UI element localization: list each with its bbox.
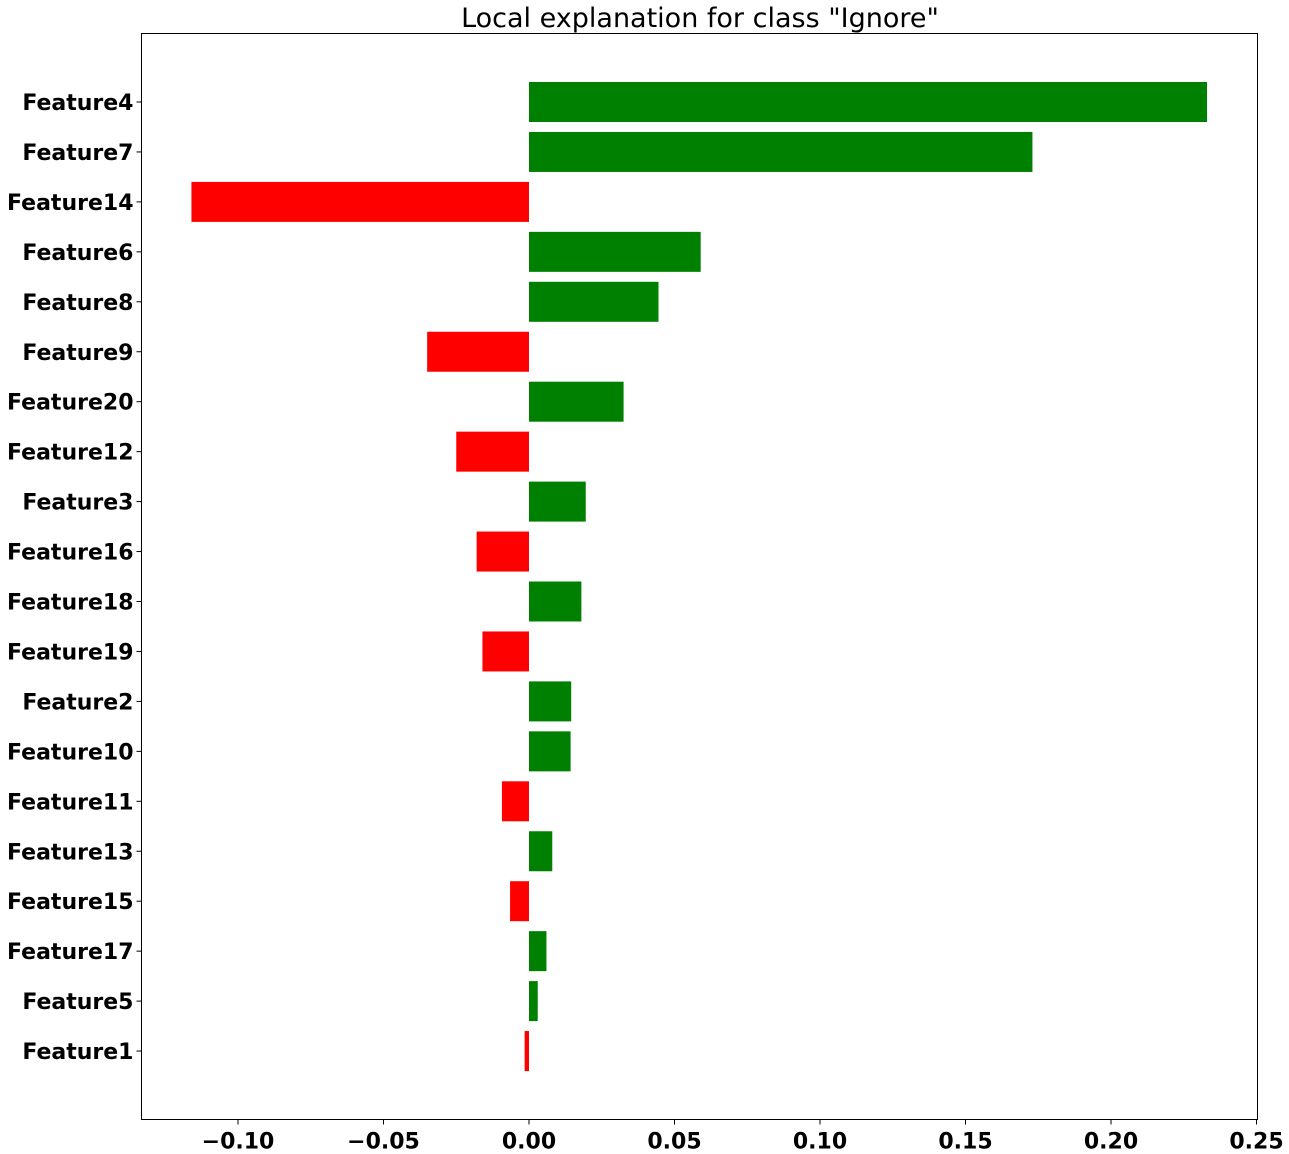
y-tick-label-feature14: Feature14 (7, 191, 133, 216)
y-tick-label-feature6: Feature6 (22, 241, 133, 266)
x-tick-label: 0.10 (793, 1130, 847, 1154)
y-tick-label-feature18: Feature18 (7, 591, 133, 616)
bar-feature18 (529, 581, 582, 622)
y-tick-label-feature11: Feature11 (7, 790, 133, 815)
bar-feature12 (456, 431, 529, 472)
y-tick-label-feature16: Feature16 (7, 541, 133, 566)
bar-feature19 (482, 631, 529, 672)
x-axis: −0.10 −0.05 0.00 0.05 0.10 0.15 0.20 0.25 (202, 1119, 1284, 1154)
y-tick-label-feature8: Feature8 (22, 291, 133, 316)
y-tick-label-feature12: Feature12 (7, 441, 133, 466)
bar-feature16 (476, 531, 529, 572)
bar-feature10 (529, 731, 571, 772)
y-tick-label-feature20: Feature20 (7, 391, 133, 416)
bar-feature5 (529, 981, 538, 1022)
bar-feature11 (501, 781, 529, 822)
y-tick-label-feature13: Feature13 (7, 840, 133, 865)
bar-feature9 (427, 331, 529, 372)
x-tick-label: 0.00 (502, 1130, 556, 1154)
y-tick-label-feature15: Feature15 (7, 890, 133, 915)
x-tick-label: 0.25 (1229, 1130, 1283, 1154)
bar-feature6 (529, 231, 701, 272)
y-tick-label-feature4: Feature4 (22, 91, 133, 116)
x-tick-label: −0.05 (347, 1130, 420, 1154)
y-tick-label-feature5: Feature5 (22, 990, 133, 1015)
bar-feature15 (510, 881, 529, 922)
bar-feature1 (524, 1031, 529, 1072)
y-tick-label-feature1: Feature1 (22, 1040, 133, 1065)
y-tick-label-feature2: Feature2 (22, 690, 133, 715)
bar-feature13 (529, 831, 553, 872)
bar-feature14 (191, 181, 529, 222)
y-tick-label-feature9: Feature9 (22, 341, 133, 366)
y-tick-label-feature17: Feature17 (7, 940, 133, 965)
bar-feature7 (529, 131, 1033, 172)
bar-feature8 (529, 281, 659, 322)
y-tick-label-feature3: Feature3 (22, 491, 133, 516)
y-tick-labels: Feature4 Feature7 Feature14 Feature6 Feature… (7, 91, 142, 1065)
y-tick-label-feature7: Feature7 (22, 141, 133, 166)
x-tick-label: 0.20 (1084, 1130, 1138, 1154)
y-tick-label-feature19: Feature19 (7, 640, 133, 665)
chart-title: Local explanation for class "Ignore" (461, 3, 939, 34)
bar-feature20 (529, 381, 624, 422)
bar-feature3 (529, 481, 586, 522)
bar-feature4 (529, 82, 1208, 122)
x-tick-label: 0.05 (647, 1130, 701, 1154)
bars (191, 82, 1208, 1072)
x-tick-label: 0.15 (938, 1130, 992, 1154)
bar-feature17 (529, 931, 547, 972)
plot-frame (141, 33, 1258, 1120)
bar-feature2 (529, 681, 572, 722)
x-tick-label: −0.10 (202, 1130, 275, 1154)
y-tick-label-feature10: Feature10 (7, 740, 133, 765)
